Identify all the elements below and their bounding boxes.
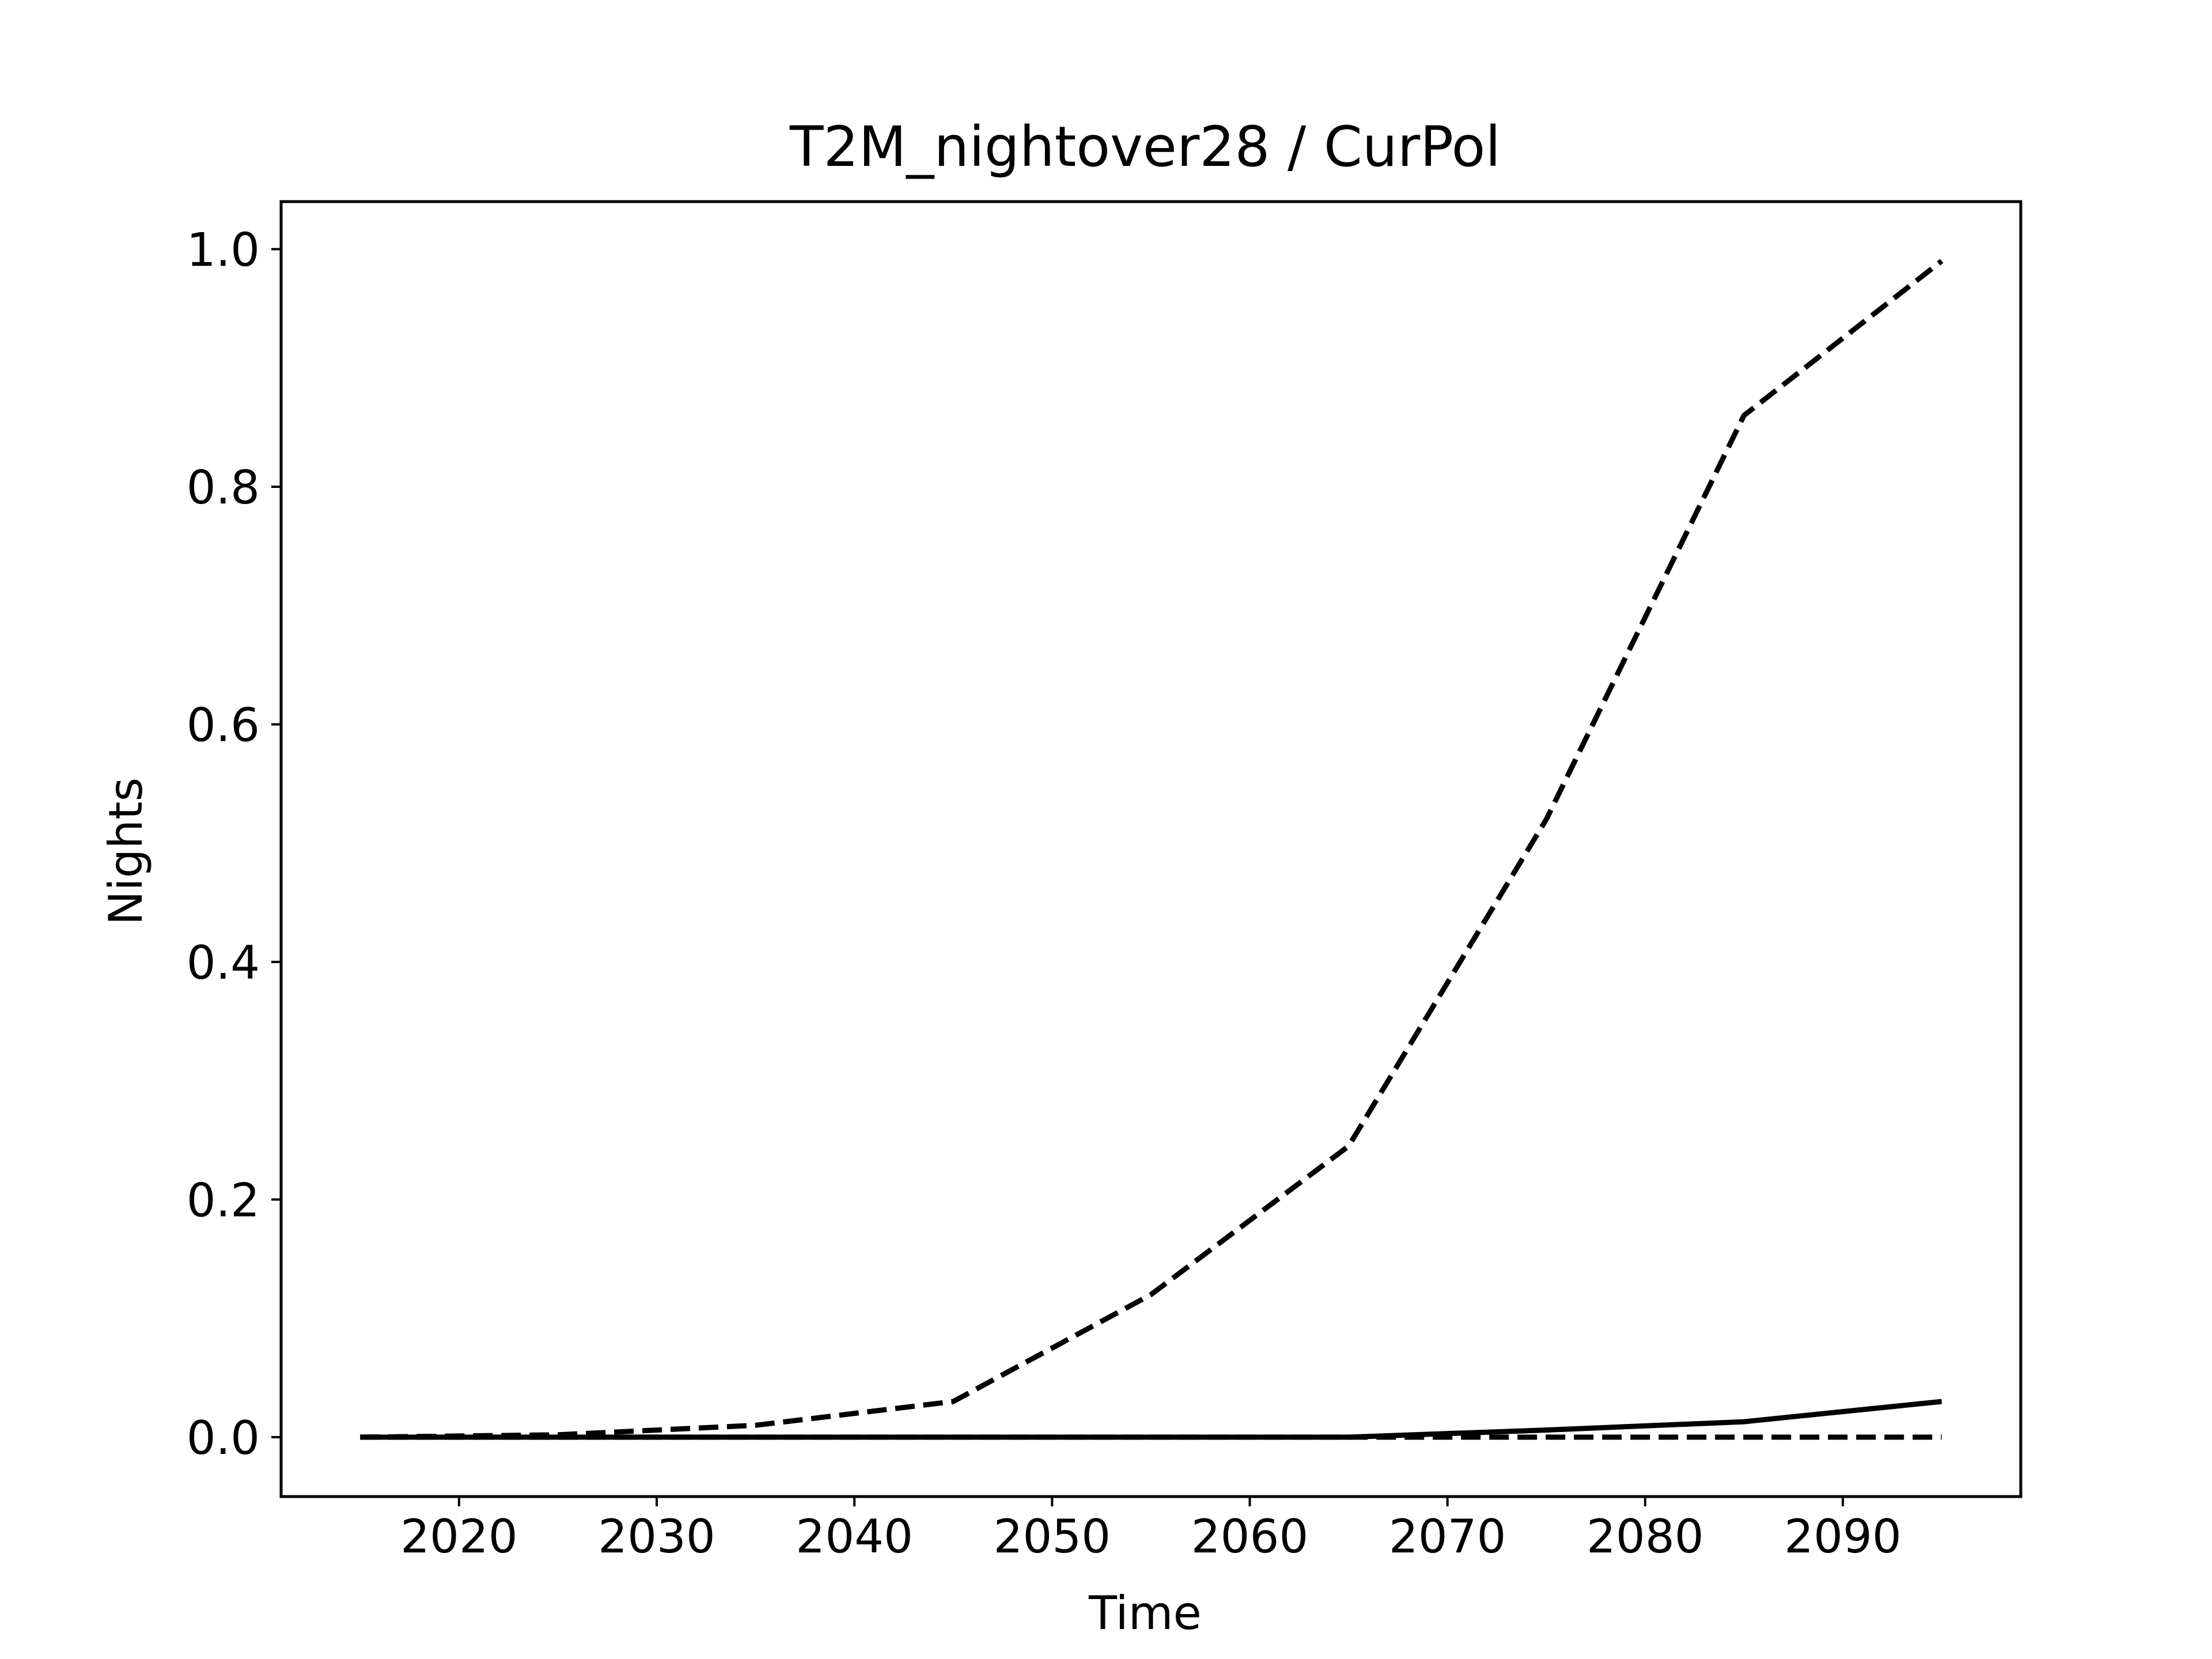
chart-title: T2M_nightover28 / CurPol [789,115,1501,179]
x-axis-label: Time [1088,1586,1202,1640]
series-line-1 [360,259,1944,1440]
x-tick-label: 2080 [1586,1510,1704,1563]
x-tick-label: 2020 [400,1510,518,1563]
x-axis: 2020 2030 2040 2050 2060 2070 2080 2090 [400,1497,1902,1563]
y-tick-label: 0.0 [187,1411,260,1465]
y-tick-label: 1.0 [187,223,260,276]
y-axis-label: Nights [99,778,153,926]
x-tick-label: 2060 [1191,1510,1309,1563]
plot-frame [279,200,2022,1498]
x-tick-label: 2050 [994,1510,1111,1563]
y-tick-label: 0.6 [187,698,260,752]
x-tick-label: 2040 [796,1510,913,1563]
y-tick-label: 0.4 [187,936,260,990]
series-layer [360,259,1944,1440]
y-tick-label: 0.2 [187,1173,260,1227]
x-tick-label: 2030 [598,1510,715,1563]
y-axis: 0.0 0.2 0.4 0.6 0.8 1.0 [187,223,281,1465]
x-tick-label: 2090 [1784,1510,1902,1563]
x-tick-label: 2070 [1389,1510,1506,1563]
y-tick-label: 0.8 [187,461,260,514]
